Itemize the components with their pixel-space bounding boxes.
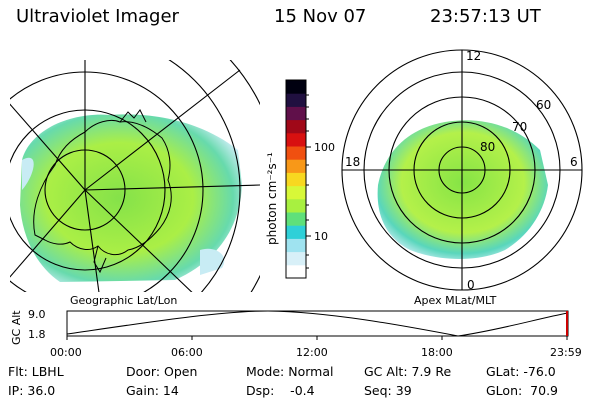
altitude-ymin: 1.8 — [28, 328, 46, 341]
colorbar-tick-10: 10 — [314, 230, 328, 243]
glon-value: GLon: 70.9 — [486, 383, 558, 398]
mlat-label-70: 70 — [512, 120, 527, 134]
colorbar-band — [286, 132, 306, 147]
gc-alt-value: GC Alt: 7.9 Re — [364, 364, 452, 379]
aurora-emission-left — [20, 114, 242, 282]
mlt-label-12: 12 — [466, 49, 481, 63]
instrument-title: Ultraviolet Imager — [16, 6, 179, 27]
magnetic-caption: Apex MLat/MLT — [414, 294, 497, 307]
colorbar-band — [286, 93, 306, 107]
mlt-label-18: 18 — [345, 155, 360, 169]
glat-value: GLat: -76.0 — [486, 364, 556, 379]
colorbar-band — [286, 159, 306, 173]
colorbar-band — [286, 80, 306, 94]
colorbar-band — [286, 264, 306, 279]
magnetic-map: 80 70 60 12 18 6 0 — [341, 49, 583, 292]
altitude-ymax: 9.0 — [28, 308, 46, 321]
x-tick-0600: 06:00 — [171, 346, 203, 359]
coastline — [33, 119, 172, 256]
x-tick-0000: 00:00 — [50, 346, 82, 359]
colorbar-band — [286, 185, 306, 200]
colorbar-band — [286, 172, 306, 187]
colorbar-band — [286, 198, 306, 213]
colorbar-band — [286, 238, 306, 253]
seq-value: Seq: 39 — [364, 383, 412, 398]
colorbar-tick-100: 100 — [314, 141, 335, 154]
colorbar — [286, 80, 306, 279]
colorbar-unit-label: photon cm⁻²s⁻¹ — [265, 152, 279, 245]
mode-value: Mode: Normal — [246, 364, 334, 379]
altitude-ylabel: GC Alt — [10, 310, 23, 345]
aurora-emission-right — [377, 120, 548, 260]
mlat-label-60: 60 — [536, 98, 551, 112]
x-tick-1800: 18:00 — [421, 346, 453, 359]
x-tick-2359: 23:59 — [550, 346, 582, 359]
colorbar-band — [286, 212, 306, 226]
geographic-map — [10, 60, 260, 292]
time-label: 23:57:13 UT — [430, 6, 541, 27]
ip-value: IP: 36.0 — [8, 383, 56, 398]
flight-filter: Flt: LBHL — [8, 364, 64, 379]
altitude-curve — [66, 310, 569, 337]
date-label: 15 Nov 07 — [274, 6, 367, 27]
gain-value: Gain: 14 — [126, 383, 179, 398]
mlat-label-80: 80 — [480, 140, 495, 154]
dsp-value: Dsp: -0.4 — [246, 383, 315, 398]
altitude-plot: 9.0 1.8 GC Alt 00:00 06:00 12:00 18:00 2… — [10, 308, 582, 359]
colorbar-band — [286, 119, 306, 134]
geographic-caption: Geographic Lat/Lon — [70, 294, 177, 307]
colorbar-band — [286, 106, 306, 121]
x-tick-1200: 12:00 — [296, 346, 328, 359]
door-status: Door: Open — [126, 364, 198, 379]
colorbar-band — [286, 251, 306, 266]
mlt-label-0: 0 — [467, 278, 475, 292]
colorbar-band — [286, 225, 306, 239]
mlt-label-6: 6 — [570, 155, 578, 169]
colorbar-band — [286, 146, 306, 160]
